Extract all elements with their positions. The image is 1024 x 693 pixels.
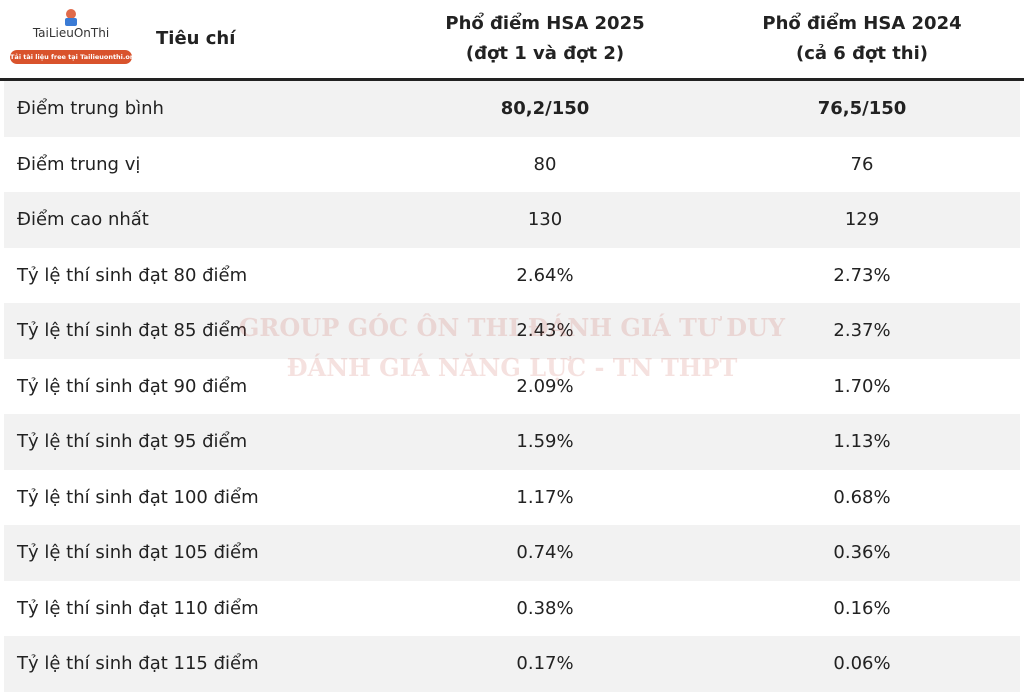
table-cell: 0.17%	[516, 653, 574, 675]
table-cell: Tỷ lệ thí sinh đạt 85 điểm	[17, 320, 248, 342]
table-row: Tỷ lệ thí sinh đạt 100 điểm 1.17% 0.68%	[4, 470, 1020, 526]
table-row: Tỷ lệ thí sinh đạt 95 điểm 1.59% 1.13%	[4, 414, 1020, 470]
table-cell: 0.16%	[833, 597, 891, 619]
table-cell: 2.73%	[833, 264, 891, 286]
table-cell: 1.70%	[833, 375, 891, 397]
table-cell: 0.38%	[516, 597, 574, 619]
table-cell: 1.13%	[833, 431, 891, 453]
table-row: Tỷ lệ thí sinh đạt 110 điểm 0.38% 0.16%	[4, 581, 1020, 637]
header-text: Phổ điểm HSA 2024	[762, 13, 962, 34]
watermark: GROUP GÓC ÔN THI ĐÁNH GIÁ TƯ DUY	[238, 313, 786, 342]
table-cell: 2.43%	[516, 320, 574, 342]
table-cell: Điểm cao nhất	[17, 209, 149, 231]
table-row: Tỷ lệ thí sinh đạt 85 điểm 2.43% 2.37%	[4, 303, 1020, 359]
table-cell: Tỷ lệ thí sinh đạt 90 điểm	[17, 375, 248, 397]
table-row: Điểm trung bình 80,2/150 76,5/150	[4, 81, 1020, 137]
table-cell: Tỷ lệ thí sinh đạt 105 điểm	[17, 542, 259, 564]
table-cell: Tỷ lệ thí sinh đạt 100 điểm	[17, 486, 259, 508]
logo-tagline: Tải tài liệu free tại Tailieuonthi.org	[10, 50, 138, 64]
table-cell: 0.06%	[833, 653, 891, 675]
table-cell: 2.64%	[516, 264, 574, 286]
header-text: (đợt 1 và đợt 2)	[465, 43, 625, 64]
table-cell: 2.37%	[833, 320, 891, 342]
watermark: ĐÁNH GIÁ NĂNG LỰC - TN THPT	[286, 353, 738, 382]
table-cell: 129	[844, 209, 880, 231]
header-text: (cả 6 đợt thi)	[795, 43, 929, 64]
table-cell: Tỷ lệ thí sinh đạt 80 điểm	[17, 264, 248, 286]
header-text: Phổ điểm HSA 2025	[445, 13, 645, 34]
table-cell: 80,2/150	[500, 98, 590, 120]
table-row: Tỷ lệ thí sinh đạt 90 điểm 2.09% 1.70%	[4, 359, 1020, 415]
table-cell: Tỷ lệ thí sinh đạt 110 điểm	[17, 597, 259, 619]
table-cell: Điểm trung bình	[17, 98, 164, 120]
logo: TaiLieuOnThi Tải tài liệu free tại Taili…	[10, 8, 138, 66]
table-cell: 0.74%	[516, 542, 574, 564]
logo-name: TaiLieuOnThi	[32, 26, 110, 40]
table-header: Tiêu chí Phổ điểm HSA 2025 (đợt 1 và đợt 2…	[0, 0, 1024, 81]
table-cell: 0.68%	[833, 486, 891, 508]
table-cell: Điểm trung vị	[17, 153, 141, 175]
logo-icon	[65, 9, 77, 26]
table-cell: Tỷ lệ thí sinh đạt 115 điểm	[17, 653, 259, 675]
table-cell: 2.09%	[516, 375, 574, 397]
table-cell: 76	[850, 153, 874, 175]
table-row: Tỷ lệ thí sinh đạt 105 điểm 0.74% 0.36%	[4, 525, 1020, 581]
header-cell: Phổ điểm HSA 2024 (cả 6 đợt thi)	[707, 0, 1017, 78]
table-cell: 1.17%	[516, 486, 574, 508]
header-cell: Tiêu chí	[156, 0, 526, 78]
table-row: Tỷ lệ thí sinh đạt 115 điểm 0.17% 0.06%	[4, 636, 1020, 692]
table-cell: 130	[527, 209, 563, 231]
table-row: Điểm cao nhất 130 129	[4, 192, 1020, 248]
table-cell: 0.36%	[833, 542, 891, 564]
table-cell: Tỷ lệ thí sinh đạt 95 điểm	[17, 431, 248, 453]
table-row: Tỷ lệ thí sinh đạt 80 điểm 2.64% 2.73%	[4, 248, 1020, 304]
table-cell: 1.59%	[516, 431, 574, 453]
table-cell: 76,5/150	[817, 98, 907, 120]
table-cell: 80	[533, 153, 557, 175]
header-cell: Phổ điểm HSA 2025 (đợt 1 và đợt 2)	[390, 0, 700, 78]
table-row: Điểm trung vị 80 76	[4, 137, 1020, 193]
header-text: Tiêu chí	[156, 28, 236, 49]
